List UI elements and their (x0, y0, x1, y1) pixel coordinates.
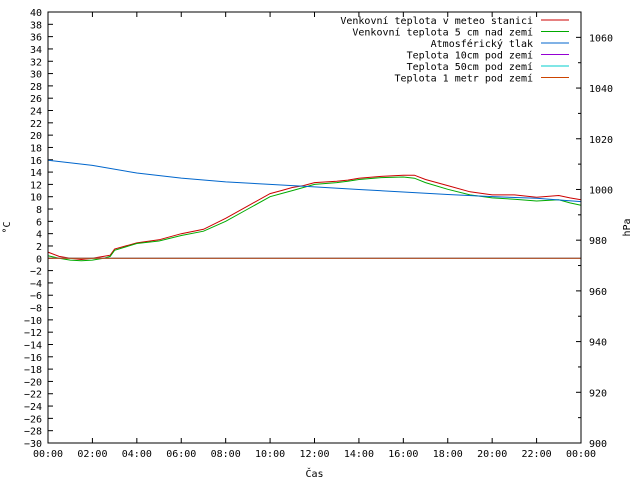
y-tick-label: 22 (30, 119, 42, 130)
y-tick-label: 32 (30, 57, 42, 68)
y2-tick-label: 1040 (589, 84, 613, 95)
y-tick-label: −18 (24, 365, 42, 376)
y-tick-label: −22 (24, 390, 42, 401)
y-tick-label: 0 (36, 254, 42, 265)
legend-label: Teplota 1 metr pod zemí (395, 73, 533, 85)
y-tick-label: 20 (30, 131, 42, 142)
y-tick-label: 6 (36, 217, 42, 228)
y2-tick-label: 920 (589, 388, 607, 399)
y2-tick-label: 1020 (589, 135, 613, 146)
y-tick-label: −30 (24, 439, 42, 450)
y-tick-label: −6 (30, 291, 42, 302)
y-tick-label: 2 (36, 242, 42, 253)
y-tick-label: 36 (30, 33, 42, 44)
y-tick-label: 26 (30, 94, 42, 105)
x-tick-label: 06:00 (166, 449, 196, 460)
x-tick-label: 00:00 (566, 449, 596, 460)
y-tick-label: −28 (24, 427, 42, 438)
y-tick-label: 28 (30, 82, 42, 93)
y-tick-label: 16 (30, 156, 42, 167)
y-tick-label: −10 (24, 316, 42, 327)
y2-tick-label: 1000 (589, 185, 613, 196)
y-tick-label: 30 (30, 70, 42, 81)
x-tick-label: 04:00 (122, 449, 152, 460)
y-tick-label: −4 (30, 279, 42, 290)
series-line (47, 174, 582, 261)
y-axis-ticks: −30−28−26−24−22−20−18−16−14−12−10−8−6−4−… (24, 8, 53, 450)
y-tick-label: 40 (30, 8, 42, 19)
x-tick-label: 02:00 (77, 449, 107, 460)
y2-tick-label: 900 (589, 439, 607, 450)
x-tick-label: 00:00 (33, 449, 63, 460)
legend-label: Venkovní teplota v meteo stanici (340, 15, 533, 27)
y-tick-label: 8 (36, 205, 42, 216)
legend-label: Teplota 50cm pod zemí (407, 61, 533, 73)
y2-tick-label: 980 (589, 236, 607, 247)
y-tick-label: −26 (24, 414, 42, 425)
series-line (47, 159, 582, 203)
y-tick-label: −12 (24, 328, 42, 339)
x-tick-label: 08:00 (211, 449, 241, 460)
series-line (47, 176, 582, 262)
x-tick-label: 12:00 (299, 449, 329, 460)
y-tick-label: 14 (30, 168, 42, 179)
y-tick-label: −16 (24, 353, 42, 364)
x-tick-label: 22:00 (522, 449, 552, 460)
plot-frame (47, 11, 582, 444)
y-tick-label: −2 (30, 267, 42, 278)
x-tick-label: 20:00 (477, 449, 507, 460)
y-axis-label: °C (2, 221, 13, 233)
legend: Venkovní teplota v meteo staniciVenkovní… (340, 15, 569, 85)
y2-axis-label: hPa (622, 218, 633, 236)
x-tick-label: 10:00 (255, 449, 285, 460)
y-tick-label: 10 (30, 193, 42, 204)
series-lines (47, 159, 582, 262)
legend-label: Venkovní teplota 5 cm nad zemí (352, 27, 533, 39)
x-axis-ticks: 00:00 02:00 04:00 06:00 08:00 10:00 12:00 14:00… (33, 12, 596, 460)
y-tick-label: −14 (24, 340, 42, 351)
y-tick-label: 38 (30, 20, 42, 31)
y-tick-label: −8 (30, 304, 42, 315)
y2-axis-ticks: 900 920 940 960 980 1000 1020 1040 1060 (576, 11, 613, 450)
legend-label: Teplota 10cm pod zemí (407, 50, 533, 62)
y2-tick-label: 960 (589, 287, 607, 298)
y2-tick-label: 1060 (589, 33, 613, 44)
x-axis-label: Čas (305, 467, 323, 480)
y-tick-label: 24 (30, 107, 42, 118)
y-tick-label: 4 (36, 230, 42, 241)
x-tick-label: 18:00 (433, 449, 463, 460)
y-tick-label: 18 (30, 143, 42, 154)
y-tick-label: 34 (30, 45, 42, 56)
legend-label: Atmosférický tlak (431, 38, 533, 50)
x-tick-label: 14:00 (344, 449, 374, 460)
y-tick-label: −20 (24, 377, 42, 388)
y-tick-label: −24 (24, 402, 42, 413)
y-tick-label: 12 (30, 180, 42, 191)
x-tick-label: 16:00 (388, 449, 418, 460)
y2-tick-label: 940 (589, 338, 607, 349)
